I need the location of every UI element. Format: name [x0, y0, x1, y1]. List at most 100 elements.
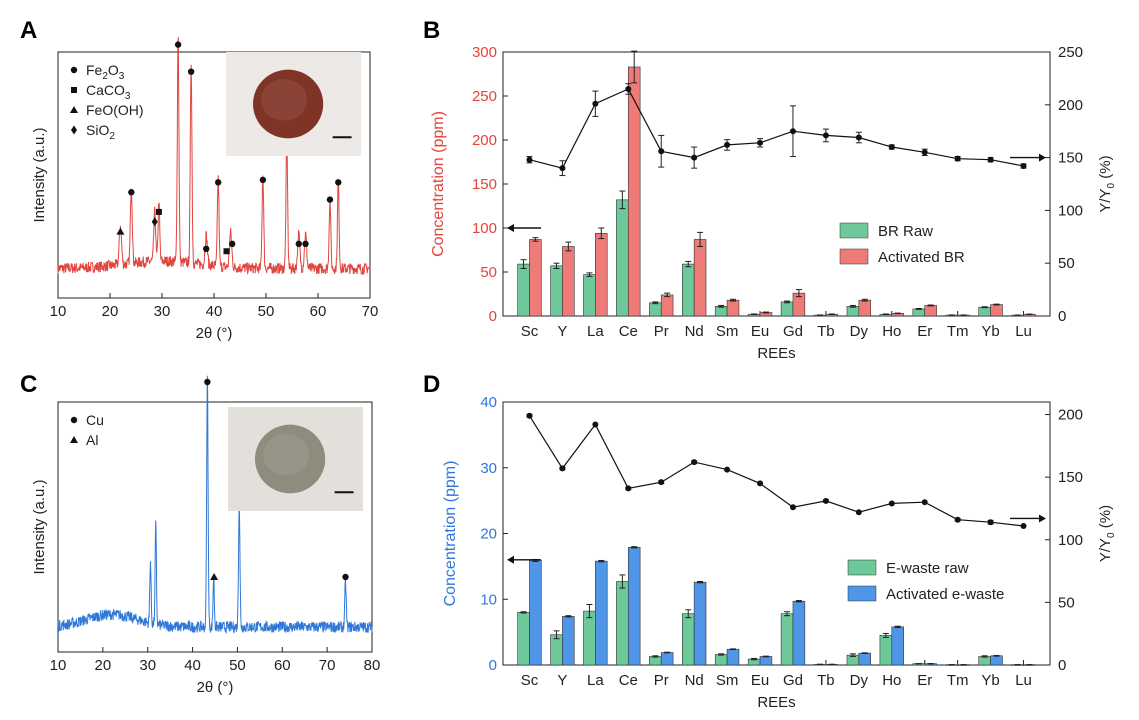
bar-br-raw-Dy — [846, 306, 860, 317]
ratio-point-Gd — [789, 504, 796, 511]
y-tick-label: 250 — [472, 88, 497, 105]
ratio-point-Y — [559, 165, 566, 172]
ratio-point-Sm — [724, 466, 731, 473]
bar-activated-e-waste-Pr — [660, 652, 674, 666]
y2-axis-title-part: Y/Y — [1097, 188, 1114, 212]
bar-br-raw-Y — [550, 265, 563, 317]
panel-label-A: A — [20, 17, 37, 44]
y2-tick-label: 50 — [1058, 594, 1075, 611]
bar-activated-br-Yb — [990, 304, 1003, 317]
legend-label-part: FeO(OH) — [86, 102, 144, 118]
y2-tick-label: 0 — [1058, 657, 1066, 674]
ratio-point-Pr — [658, 479, 665, 486]
y2-axis-title-part: 0 — [1106, 182, 1117, 188]
ratio-point-Gd — [789, 128, 796, 135]
legend-swatch — [847, 559, 877, 576]
ratio-point-Tb — [822, 132, 829, 139]
legend-label-part: 3 — [125, 91, 131, 102]
x-tick-label: Ce — [619, 323, 638, 340]
bar-activated-br-Sc — [529, 239, 542, 317]
y-tick-label: 100 — [472, 220, 497, 237]
y2-tick-label: 150 — [1058, 150, 1083, 167]
x-tick-label: Dy — [850, 323, 869, 340]
peak-marker-circle — [326, 196, 334, 203]
ratio-point-Yb — [987, 156, 994, 163]
ratio-point-Sc — [526, 412, 533, 419]
xrd-panel-C: 10 20 30 40 50 60 70 80 2θ (°) Intensity (a.u.) Cu… — [31, 375, 381, 696]
y2-tick-label: 100 — [1058, 532, 1083, 549]
ratio-point-Eu — [757, 139, 764, 146]
x-tick-label: La — [587, 323, 604, 340]
peak-marker-circle — [342, 573, 349, 581]
bar-activated-e-waste-Dy — [858, 652, 872, 666]
left-axis-arrow-head — [507, 555, 514, 564]
bar-activated-e-waste-Sc — [529, 560, 542, 666]
legend-label-part: 3 — [119, 71, 125, 82]
x-tick-label: Ce — [619, 672, 638, 689]
bar-br-raw-Yb — [978, 306, 991, 317]
legend-label-part: O — [108, 62, 119, 78]
bar-activated-e-waste-Y — [562, 616, 575, 666]
ratio-point-Ce — [625, 85, 632, 92]
ratio-point-Yb — [987, 519, 994, 526]
y2-axis-title-part: 0 — [1106, 532, 1117, 538]
bar-activated-br-Dy — [858, 299, 872, 317]
panel-label-D: D — [423, 371, 440, 398]
ratio-point-Nd — [691, 154, 698, 161]
x-tick-label: Er — [917, 672, 932, 689]
x-axis-title: REEs — [757, 345, 795, 362]
y-axis-title: Intensity (a.u.) — [31, 479, 48, 574]
x-tick-label: 20 — [95, 657, 112, 674]
legend-label: Al — [86, 432, 98, 448]
x-tick-label: Y — [557, 323, 567, 340]
x-tick-label: 80 — [364, 657, 381, 674]
y-tick-label: 0 — [489, 308, 497, 325]
x-tick-label: 20 — [102, 303, 119, 320]
ratio-point-Dy — [855, 509, 862, 516]
x-tick-label: 70 — [319, 657, 336, 674]
xrd-pattern-line — [57, 37, 371, 276]
x-tick-label: 60 — [274, 657, 291, 674]
x-tick-label: Y — [557, 672, 567, 689]
x-tick-label: 50 — [229, 657, 246, 674]
y-tick-label: 30 — [480, 460, 497, 477]
bar-e-waste-raw-Ho — [879, 635, 893, 666]
legend-marker-circle — [70, 416, 78, 424]
x-tick-label: 70 — [362, 303, 379, 320]
x-tick-label: Pr — [654, 323, 669, 340]
sample-powder — [255, 424, 326, 494]
x-tick-label: Sm — [716, 323, 739, 340]
y2-tick-label: 200 — [1058, 97, 1083, 114]
peak-marker-circle — [203, 245, 210, 252]
y-axis-title: Intensity (a.u.) — [31, 127, 48, 222]
ratio-line — [528, 415, 1024, 527]
legend-swatch — [839, 248, 869, 265]
bar-e-waste-raw-Sm — [714, 654, 728, 666]
right-axis-arrow-head — [1039, 514, 1046, 523]
legend-label-part: 2 — [102, 71, 108, 82]
legend-label: Cu — [86, 412, 104, 428]
ratio-point-Er — [921, 499, 928, 506]
bar-br-raw-Pr — [649, 302, 662, 317]
y-tick-label: 300 — [472, 44, 497, 61]
x-tick-label: Lu — [1015, 323, 1032, 340]
legend-label-part: SiO — [86, 122, 109, 138]
x-tick-label: 50 — [258, 303, 275, 320]
legend-label: Fe2O3 — [86, 62, 125, 82]
x-tick-label: Sc — [521, 323, 539, 340]
bar-br-raw-Gd — [780, 301, 794, 317]
x-tick-label: 40 — [184, 657, 201, 674]
bar-activated-e-waste-Gd — [792, 600, 806, 666]
y2-tick-label: 50 — [1058, 255, 1075, 272]
bar-activated-e-waste-Sm — [726, 648, 740, 666]
panel-label-B: B — [423, 17, 440, 44]
plot-frame — [57, 401, 373, 653]
legend-swatch — [847, 585, 877, 602]
x-tick-label: La — [587, 672, 604, 689]
x-tick-label: Eu — [751, 672, 769, 689]
x-tick-label: Er — [917, 323, 932, 340]
peak-marker-circle — [187, 68, 195, 75]
ratio-point-Er — [921, 149, 928, 156]
legend-label: Activated e-waste — [886, 586, 1004, 603]
